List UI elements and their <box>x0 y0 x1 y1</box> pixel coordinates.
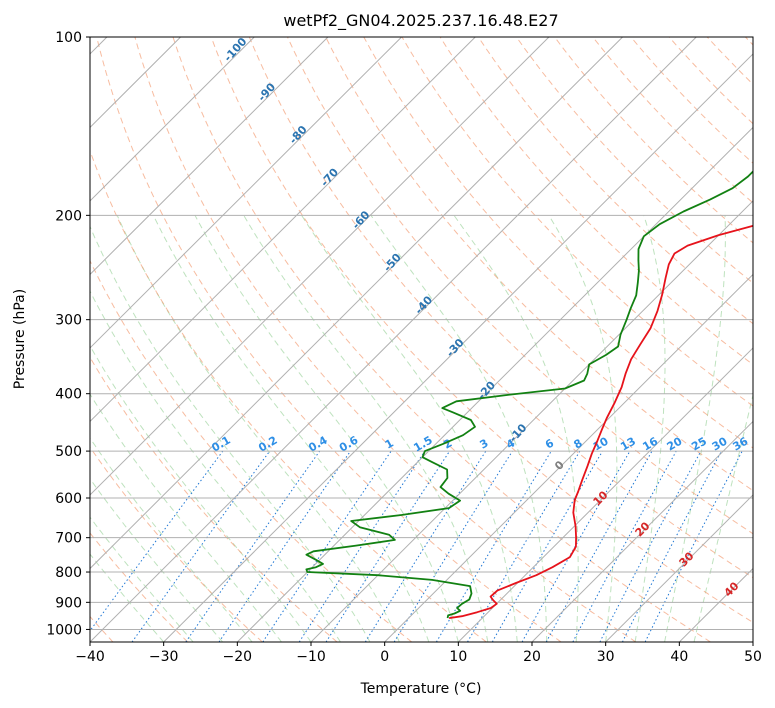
moist-adiabat-line <box>664 215 726 642</box>
isotherm-line <box>90 37 623 570</box>
x-tick-label: 40 <box>670 649 688 665</box>
mixing-ratio-line <box>262 450 392 642</box>
x-tick-label: −30 <box>149 649 179 665</box>
y-tick-label: 600 <box>55 491 82 507</box>
x-tick-label: 20 <box>523 649 541 665</box>
y-axis-ticks: 100 200 300 400 500 600 700 800 900 1000 <box>46 30 90 638</box>
y-axis-label: Pressure (hPa) <box>12 289 28 389</box>
dewpoint-profile-line <box>305 170 753 619</box>
dry-adiabat-line <box>90 259 413 642</box>
dry-adiabats <box>90 37 753 642</box>
isotherm-line <box>90 37 402 349</box>
isotherm-line <box>605 494 753 642</box>
isotherm-line <box>310 200 753 642</box>
x-tick-label: 10 <box>449 649 467 665</box>
mixing-ratio-line <box>131 450 271 642</box>
isotherm-line <box>90 37 697 642</box>
isotherm-line <box>90 37 550 496</box>
moist-adiabat-line <box>90 393 282 642</box>
dry-adiabat-line <box>210 37 753 623</box>
mixing-ratio-line <box>521 450 631 642</box>
plot-frame <box>89 36 754 643</box>
mixing-ratio-line <box>298 450 426 642</box>
chart-title: wetPf2_GN04.2025.237.16.48.E27 <box>283 11 558 31</box>
dry-adiabat-line <box>90 446 263 642</box>
x-tick-label: −10 <box>296 649 326 665</box>
moist-adiabat-line <box>90 290 341 642</box>
moist-adiabat-line <box>116 215 400 642</box>
x-tick-label: 50 <box>744 649 762 665</box>
isotherm-line <box>384 273 753 642</box>
y-tick-label: 100 <box>55 30 82 46</box>
y-tick-label: 500 <box>55 444 82 460</box>
y-tick-label: 800 <box>55 565 82 581</box>
x-tick-label: −20 <box>223 649 253 665</box>
isotherm-line <box>236 126 753 642</box>
isotherm-line <box>90 37 476 423</box>
isotherm-line <box>531 420 753 642</box>
moist-adiabat-line <box>548 215 618 642</box>
moist-adiabat-line <box>194 215 459 642</box>
x-axis-label: Temperature (°C) <box>360 681 482 697</box>
moist-adiabat-line <box>634 215 666 642</box>
moist-adiabat-line <box>370 215 548 642</box>
plot-area: 0.1 0.2 0.4 0.6 1 1.5 2 3 4 6 8 10 13 16 20 25 30 36-100-… <box>90 37 753 642</box>
sounding-profiles <box>305 170 753 619</box>
y-tick-label: 300 <box>55 313 82 329</box>
dry-adiabat-line <box>90 356 338 642</box>
isobar-gridlines <box>90 37 753 630</box>
dry-adiabat-line <box>96 37 562 642</box>
temperature-profile-line <box>448 224 753 619</box>
moist-adiabat-line <box>90 344 312 642</box>
moist-adiabat-line <box>453 215 579 642</box>
x-axis-ticks: −40 −30 −20 −10 0 10 20 30 40 50 <box>75 642 762 665</box>
mixing-ratio-line <box>572 450 677 642</box>
y-tick-label: 200 <box>55 208 82 224</box>
skewed-isotherms <box>90 37 753 642</box>
y-tick-label: 900 <box>55 595 82 611</box>
x-tick-label: −40 <box>75 649 105 665</box>
mixing-ratio-line <box>644 450 743 642</box>
isotherm-line <box>90 37 255 202</box>
moist-adiabat-line <box>152 215 430 642</box>
isotherm-line <box>457 347 753 642</box>
mixing-ratio-line <box>364 450 487 642</box>
dry-adiabat-line <box>248 37 753 579</box>
x-tick-label: 0 <box>380 649 389 665</box>
isotherm-line <box>90 37 329 276</box>
mixing-ratio-line <box>393 450 513 642</box>
mixing-ratio-line <box>325 450 451 642</box>
moist-adiabat-line <box>90 477 223 642</box>
dry-adiabat-line <box>515 37 753 284</box>
y-tick-label: 1000 <box>46 622 82 638</box>
mixing-ratio-line <box>545 450 653 642</box>
mixing-ratio-lines <box>90 450 743 642</box>
y-tick-label: 400 <box>55 387 82 403</box>
y-tick-label: 700 <box>55 531 82 547</box>
mixing-ratio-line <box>185 450 321 642</box>
moist-adiabat-line <box>90 437 253 642</box>
dry-adiabat-line <box>325 37 753 492</box>
mixing-ratio-line <box>90 450 224 632</box>
x-tick-label: 30 <box>597 649 615 665</box>
moist-adiabats <box>90 215 753 642</box>
mixing-ratio-line <box>218 450 351 642</box>
dry-adiabat-line <box>287 37 753 535</box>
isotherm-line <box>163 53 753 642</box>
dry-adiabat-line <box>172 37 711 642</box>
